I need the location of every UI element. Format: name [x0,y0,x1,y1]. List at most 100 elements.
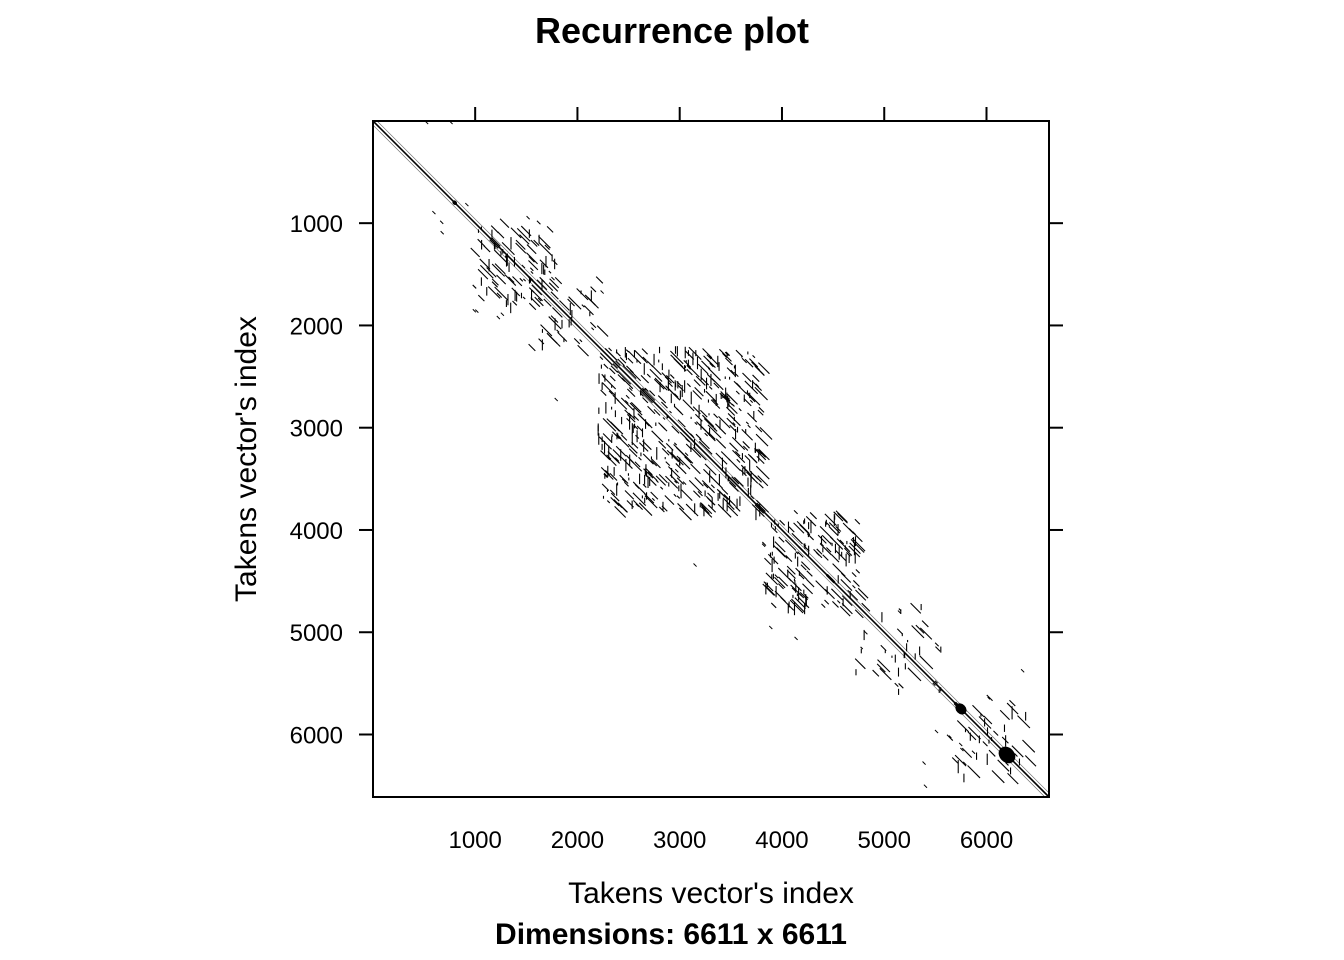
recurrence-segment [709,362,714,368]
recurrence-segment [650,460,658,467]
recurrence-segment [734,506,741,512]
recurrence-segment [700,502,704,506]
recurrence-segment [738,408,742,412]
recurrence-segment [705,495,716,506]
recurrence-segment [591,327,595,331]
recurrence-segment [522,296,526,300]
recurrence-segment [798,546,807,555]
recurrence-segment [707,492,713,499]
recurrence-segment [749,399,754,404]
recurrence-segment [708,386,713,390]
recurrence-segment [608,390,614,395]
recurrence-segment [677,419,686,428]
recurrence-segment [752,374,760,383]
recurrence-segment [757,475,769,487]
recurrence-segment [624,490,635,500]
recurrence-segment [700,504,707,510]
recurrence-segment [744,455,751,461]
recurrence-segment [655,475,667,486]
y-axis: 1000 2000 3000 4000 5000 6000 [290,211,1063,750]
recurrence-segment [840,579,853,591]
recurrence-segment [479,258,491,270]
recurrence-segment [642,356,647,362]
recurrence-point [682,481,687,486]
recurrence-segment [602,417,617,432]
recurrence-point [971,750,976,755]
recurrence-segment [600,352,613,366]
recurrence-segment [612,431,620,440]
recurrence-segment [708,432,716,440]
recurrence-segment [636,425,644,432]
recurrence-point [960,747,964,752]
recurrence-segment [712,398,719,406]
recurrence-segment [665,374,675,384]
recurrence-segment [606,500,611,504]
recurrence-point [624,400,629,404]
recurrence-segment [665,461,671,467]
recurrence-segment [614,457,620,462]
recurrence-segment [972,704,985,718]
recurrence-segment [617,370,632,385]
recurrence-segment [612,449,620,457]
recurrence-segment [851,537,866,552]
recurrence-point [897,610,902,614]
recurrence-segment [826,547,832,553]
recurrence-segment [526,252,538,265]
recurrence-segment [598,436,612,450]
recurrence-segment [660,486,664,490]
recurrence-segment [993,730,999,736]
recurrence-segment [684,456,692,464]
recurrence-point [958,742,963,747]
recurrence-segment [722,497,732,507]
recurrence-segment [686,383,691,388]
recurrence-segment [710,484,715,489]
recurrence-segment [822,554,829,561]
recurrence-segment [756,455,765,465]
recurrence-segment [609,367,616,375]
y-axis-label: Takens vector's index [230,316,263,602]
near-diagonal-line [372,124,1046,798]
recurrence-segment [1001,736,1009,744]
recurrence-segment [626,413,636,423]
recurrence-segment [764,557,772,565]
recurrence-segment [548,282,559,292]
recurrence-point [551,276,555,281]
recurrence-blob [955,703,967,715]
recurrence-segment [619,357,627,364]
recurrence-segment [836,600,841,604]
recurrence-segment [793,509,798,515]
recurrence-segment [552,307,563,318]
dimensions-caption: Dimensions: 6611 x 6611 [495,918,847,951]
recurrence-segment [616,434,622,440]
recurrence-segment [794,597,807,609]
recurrence-segment [665,475,679,489]
recurrence-segment [695,433,702,440]
recurrence-segment [688,479,703,494]
recurrence-segment [736,458,741,463]
recurrence-point [500,312,505,317]
recurrence-segment [624,481,629,487]
recurrence-segment [742,441,750,449]
recurrence-segment [809,512,817,520]
recurrence-segment [581,304,585,308]
recurrence-point [693,563,697,567]
recurrence-segment [644,495,658,509]
recurrence-segment [829,536,844,550]
recurrence-segment [694,477,704,487]
recurrence-segment [538,235,551,249]
recurrence-segment [676,495,681,499]
recurrence-point [768,625,773,630]
recurrence-segment [528,302,537,311]
recurrence-segment [1024,755,1037,767]
recurrence-segment [701,480,715,494]
recurrence-segment [755,425,763,433]
recurrence-segment [703,468,713,479]
recurrence-segment [686,364,692,370]
recurrence-point [628,387,633,392]
recurrence-segment [695,375,706,386]
recurrence-segment [839,605,851,617]
recurrence-segment [803,543,807,547]
recurrence-segment [758,482,764,489]
recurrence-segment [539,259,549,269]
recurrence-segment [675,463,687,475]
